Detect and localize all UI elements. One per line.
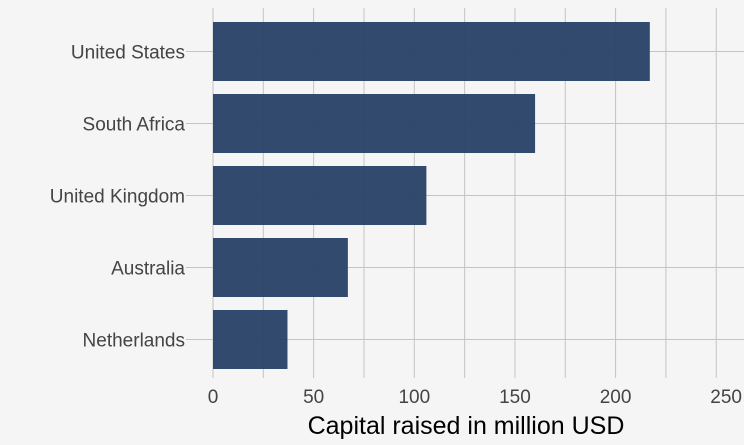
bar (213, 310, 288, 369)
category-label: United States (71, 43, 185, 64)
x-tick-label: 0 (208, 387, 219, 408)
category-label: South Africa (83, 115, 186, 136)
bar (213, 238, 348, 297)
category-label: Netherlands (83, 331, 185, 352)
bars (213, 22, 650, 369)
x-tick-label: 200 (600, 387, 632, 408)
x-tick-labels: 0 50 100 150 200 250 (208, 387, 742, 408)
x-tick-label: 50 (303, 387, 324, 408)
category-label: United Kingdom (50, 187, 185, 208)
x-tick-label: 250 (710, 387, 742, 408)
x-axis-title: Capital raised in million USD (308, 412, 625, 440)
x-tick-label: 150 (499, 387, 531, 408)
category-labels: United States South Africa United Kingdom A… (50, 43, 186, 352)
x-tick-label: 100 (398, 387, 430, 408)
bar (213, 94, 536, 153)
bar (213, 22, 650, 81)
bar (213, 166, 427, 225)
category-label: Australia (111, 259, 185, 280)
